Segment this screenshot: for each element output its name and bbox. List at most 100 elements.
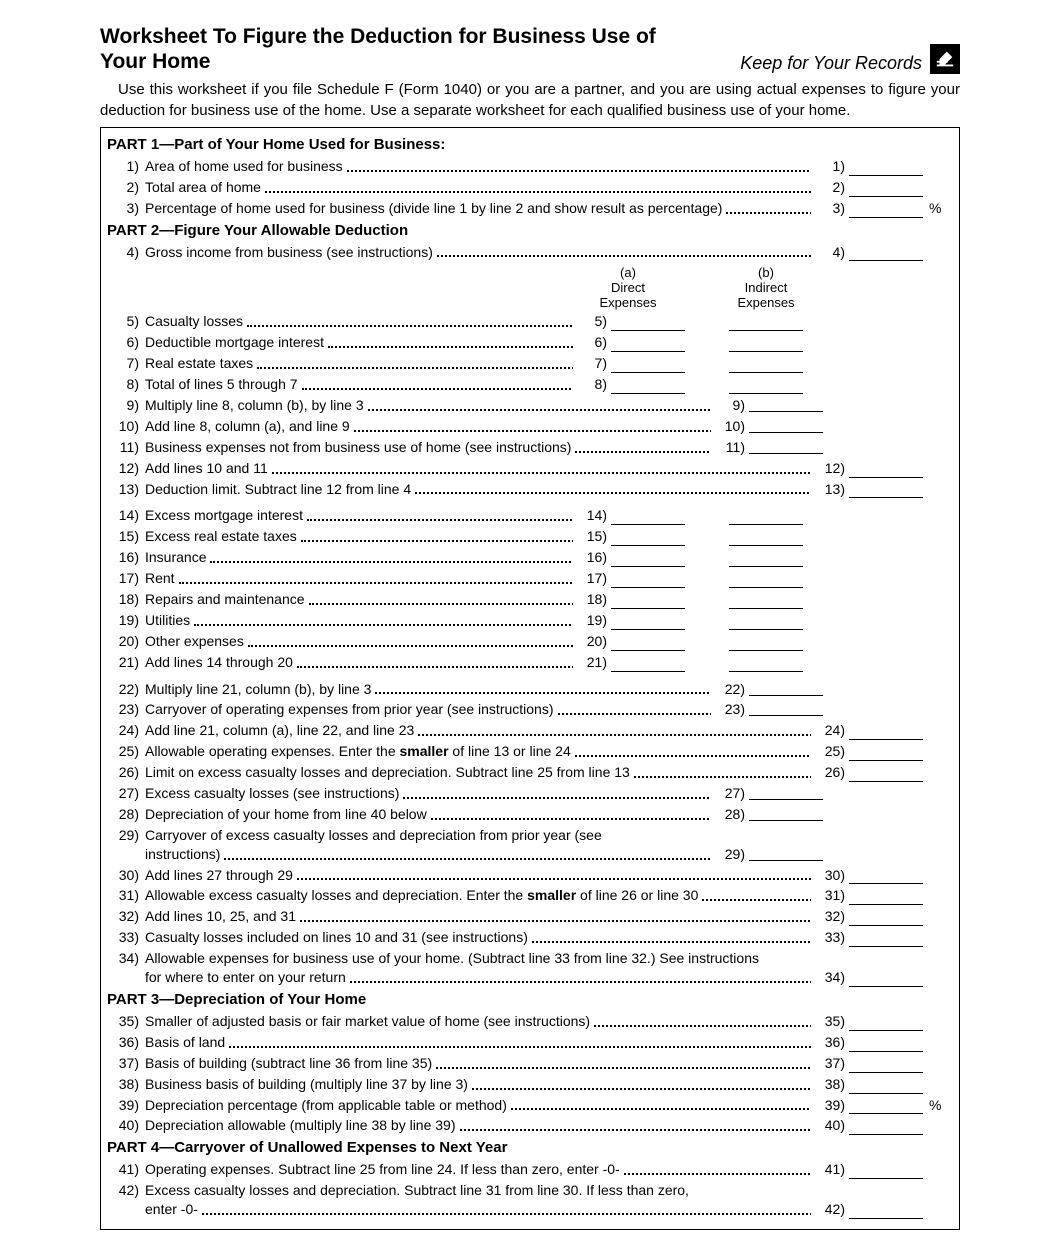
input-blank-a[interactable] bbox=[611, 530, 685, 546]
t: of line 13 or line 24 bbox=[449, 743, 571, 759]
input-blank-a[interactable] bbox=[611, 572, 685, 588]
line-14: 14) Excess mortgage interest 14) bbox=[107, 504, 953, 525]
line-num: 32) bbox=[107, 907, 145, 926]
line-desc: Casualty losses bbox=[145, 312, 573, 331]
input-blank-b[interactable] bbox=[729, 509, 803, 525]
input-blank-a[interactable] bbox=[611, 614, 685, 630]
input-blank[interactable] bbox=[749, 700, 823, 716]
percent-suffix: % bbox=[923, 1096, 953, 1115]
input-blank-b[interactable] bbox=[729, 656, 803, 672]
line-desc: Insurance bbox=[145, 548, 573, 567]
input-blank[interactable] bbox=[849, 766, 923, 782]
input-blank-a[interactable] bbox=[611, 551, 685, 567]
line-num: 37) bbox=[107, 1054, 145, 1073]
line-34a: 34) Allowable expenses for business use … bbox=[107, 947, 953, 968]
line-num-r: 20) bbox=[573, 632, 607, 651]
input-blank[interactable] bbox=[849, 1057, 923, 1073]
line-1: 1) Area of home used for business 1) bbox=[107, 155, 953, 176]
line-num: 22) bbox=[107, 680, 145, 699]
line-num: 30) bbox=[107, 866, 145, 885]
input-blank[interactable] bbox=[849, 1015, 923, 1031]
input-blank-b[interactable] bbox=[729, 357, 803, 373]
line-num-r: 35) bbox=[811, 1012, 845, 1031]
pencil-records-icon bbox=[930, 44, 960, 74]
line-num: 15) bbox=[107, 527, 145, 546]
line-9: 9) Multiply line 8, column (b), by line … bbox=[107, 394, 953, 415]
input-blank[interactable] bbox=[849, 1203, 923, 1219]
input-blank[interactable] bbox=[749, 680, 823, 696]
col-b-header: (b) Indirect Expenses bbox=[711, 265, 821, 310]
input-blank[interactable] bbox=[849, 868, 923, 884]
input-blank[interactable] bbox=[849, 1078, 923, 1094]
line-num-r: 6) bbox=[573, 333, 607, 352]
worksheet-box: PART 1—Part of Your Home Used for Busine… bbox=[100, 127, 960, 1230]
col-a-paren: (a) bbox=[573, 265, 683, 280]
input-blank[interactable] bbox=[849, 202, 923, 218]
input-blank[interactable] bbox=[849, 910, 923, 926]
input-blank-a[interactable] bbox=[611, 378, 685, 394]
input-blank[interactable] bbox=[749, 784, 823, 800]
input-blank[interactable] bbox=[749, 438, 823, 454]
line-desc: Deductible mortgage interest bbox=[145, 333, 573, 352]
line-12: 12) Add lines 10 and 11 12) bbox=[107, 457, 953, 478]
input-blank-a[interactable] bbox=[611, 635, 685, 651]
line-num: 4) bbox=[107, 243, 145, 262]
part2-header: PART 2—Figure Your Allowable Deduction bbox=[107, 222, 953, 239]
line-num-r: 7) bbox=[573, 354, 607, 373]
input-blank-a[interactable] bbox=[611, 336, 685, 352]
line-num-r: 13) bbox=[811, 480, 845, 499]
input-blank[interactable] bbox=[849, 160, 923, 176]
input-blank[interactable] bbox=[849, 931, 923, 947]
line-desc: Allowable expenses for business use of y… bbox=[145, 949, 759, 968]
line-num-r: 19) bbox=[573, 611, 607, 630]
col-b-paren: (b) bbox=[711, 265, 821, 280]
line-num-r: 5) bbox=[573, 312, 607, 331]
input-blank-a[interactable] bbox=[611, 315, 685, 331]
input-blank-a[interactable] bbox=[611, 593, 685, 609]
input-blank-a[interactable] bbox=[611, 656, 685, 672]
line-desc: for where to enter on your return bbox=[145, 968, 811, 987]
input-blank[interactable] bbox=[849, 181, 923, 197]
input-blank-a[interactable] bbox=[611, 509, 685, 525]
input-blank[interactable] bbox=[849, 245, 923, 261]
input-blank[interactable] bbox=[849, 724, 923, 740]
line-desc: Casualty losses included on lines 10 and… bbox=[145, 928, 811, 947]
line-32: 32) Add lines 10, 25, and 31 32) bbox=[107, 905, 953, 926]
input-blank-b[interactable] bbox=[729, 551, 803, 567]
line-num: 18) bbox=[107, 590, 145, 609]
line-36: 36) Basis of land 36) bbox=[107, 1031, 953, 1052]
input-blank-b[interactable] bbox=[729, 315, 803, 331]
input-blank[interactable] bbox=[849, 1163, 923, 1179]
line-desc: Business expenses not from business use … bbox=[145, 438, 711, 457]
input-blank[interactable] bbox=[849, 1119, 923, 1135]
input-blank-b[interactable] bbox=[729, 336, 803, 352]
input-blank[interactable] bbox=[749, 805, 823, 821]
input-blank[interactable] bbox=[849, 889, 923, 905]
line-30: 30) Add lines 27 through 29 30) bbox=[107, 864, 953, 885]
input-blank-b[interactable] bbox=[729, 530, 803, 546]
input-blank[interactable] bbox=[849, 1036, 923, 1052]
input-blank-b[interactable] bbox=[729, 378, 803, 394]
line-num-r: 25) bbox=[811, 742, 845, 761]
input-blank[interactable] bbox=[849, 462, 923, 478]
input-blank[interactable] bbox=[749, 845, 823, 861]
line-6: 6) Deductible mortgage interest 6) bbox=[107, 331, 953, 352]
line-29a: 29) Carryover of excess casualty losses … bbox=[107, 824, 953, 845]
line-desc: Add line 21, column (a), line 22, and li… bbox=[145, 721, 811, 740]
line-num-r: 26) bbox=[811, 763, 845, 782]
input-blank-b[interactable] bbox=[729, 635, 803, 651]
input-blank-b[interactable] bbox=[729, 572, 803, 588]
input-blank-b[interactable] bbox=[729, 593, 803, 609]
line-num: 42) bbox=[107, 1181, 145, 1200]
input-blank-a[interactable] bbox=[611, 357, 685, 373]
line-num-r: 9) bbox=[711, 396, 745, 415]
input-blank-b[interactable] bbox=[729, 614, 803, 630]
line-desc: Business basis of building (multiply lin… bbox=[145, 1075, 811, 1094]
input-blank[interactable] bbox=[849, 482, 923, 498]
input-blank[interactable] bbox=[849, 1098, 923, 1114]
line-num-r: 33) bbox=[811, 928, 845, 947]
input-blank[interactable] bbox=[849, 971, 923, 987]
input-blank[interactable] bbox=[749, 417, 823, 433]
input-blank[interactable] bbox=[849, 745, 923, 761]
input-blank[interactable] bbox=[749, 396, 823, 412]
